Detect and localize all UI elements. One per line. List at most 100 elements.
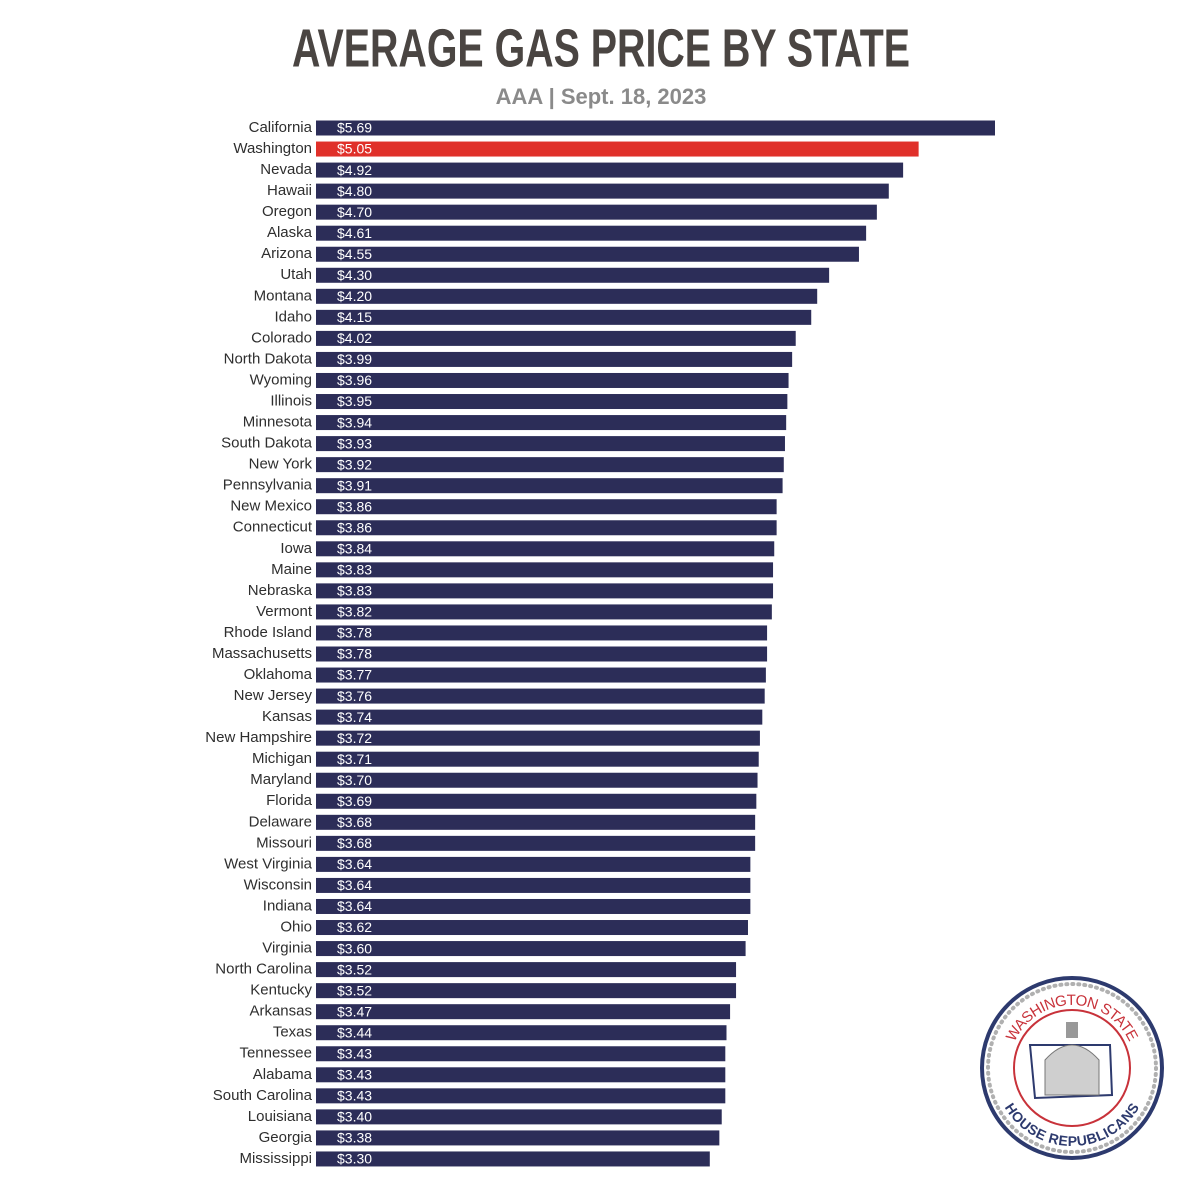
bar <box>316 709 763 725</box>
category-label: Oregon <box>262 203 312 220</box>
bar <box>316 814 756 830</box>
bar <box>316 288 818 304</box>
value-label: $3.78 <box>337 646 372 662</box>
category-label: Tennessee <box>239 1045 312 1062</box>
value-label: $3.52 <box>337 982 372 998</box>
category-label: Pennsylvania <box>223 477 313 494</box>
logo-dome <box>1044 1044 1100 1096</box>
value-label: $3.40 <box>337 1109 372 1125</box>
value-label: $3.38 <box>337 1130 372 1146</box>
value-label: $3.99 <box>337 351 372 367</box>
bar <box>316 225 867 241</box>
value-label: $3.95 <box>337 393 372 409</box>
value-label: $3.77 <box>337 667 372 683</box>
category-label: Alaska <box>267 224 313 241</box>
category-label: Ohio <box>280 918 312 935</box>
category-label: Washington <box>233 140 312 157</box>
bar <box>316 688 765 704</box>
value-label: $3.64 <box>337 856 372 872</box>
value-label: $4.80 <box>337 183 372 199</box>
category-label: Illinois <box>270 392 312 409</box>
category-label: Kansas <box>262 708 312 725</box>
bar <box>316 625 768 641</box>
bar <box>316 835 756 851</box>
value-label: $4.02 <box>337 330 372 346</box>
value-label: $3.74 <box>337 709 372 725</box>
category-label: Maryland <box>250 771 312 788</box>
bar <box>316 667 766 683</box>
value-label: $3.68 <box>337 835 372 851</box>
bar <box>316 730 760 746</box>
category-label: South Carolina <box>213 1087 313 1104</box>
value-label: $5.69 <box>337 120 372 136</box>
value-label: $3.96 <box>337 372 372 388</box>
bar <box>316 1025 727 1041</box>
value-label: $3.62 <box>337 919 372 935</box>
category-label: Michigan <box>252 750 312 767</box>
value-label: $3.47 <box>337 1003 372 1019</box>
bar <box>316 856 751 872</box>
category-label: Rhode Island <box>224 624 312 641</box>
chart-title: AVERAGE GAS PRICE BY STATE <box>292 18 910 78</box>
value-label: $3.82 <box>337 604 372 620</box>
value-label: $3.43 <box>337 1067 372 1083</box>
category-label: Delaware <box>249 813 312 830</box>
bar <box>316 604 772 620</box>
value-label: $4.70 <box>337 204 372 220</box>
bar <box>316 120 995 136</box>
value-label: $4.15 <box>337 309 372 325</box>
value-label: $5.05 <box>337 141 372 157</box>
category-label: Colorado <box>251 329 312 346</box>
category-label: Oklahoma <box>244 666 313 683</box>
value-label: $4.20 <box>337 288 372 304</box>
bar <box>316 1046 726 1062</box>
bar <box>316 983 737 999</box>
bar <box>316 436 785 452</box>
bar <box>316 1151 710 1167</box>
bar <box>316 877 751 893</box>
bar <box>316 478 783 494</box>
value-label: $3.72 <box>337 730 372 746</box>
bar <box>316 330 796 346</box>
category-label: Louisiana <box>248 1108 313 1125</box>
value-label: $3.76 <box>337 688 372 704</box>
value-label: $3.91 <box>337 477 372 493</box>
category-label: Texas <box>273 1024 312 1041</box>
category-label: South Dakota <box>221 435 313 452</box>
bar <box>316 457 784 473</box>
category-label: Utah <box>280 266 312 283</box>
bar <box>316 1067 726 1083</box>
value-label: $4.61 <box>337 225 372 241</box>
category-label: Virginia <box>262 940 312 957</box>
logo-dots <box>986 982 1158 1154</box>
bar <box>316 646 768 662</box>
value-label: $3.60 <box>337 940 372 956</box>
category-label: Wisconsin <box>244 876 312 893</box>
category-label: Montana <box>254 287 313 304</box>
category-label: Indiana <box>263 897 313 914</box>
value-label: $3.43 <box>337 1045 372 1061</box>
category-label: Missouri <box>256 834 312 851</box>
bar <box>316 204 877 220</box>
value-label: $3.70 <box>337 772 372 788</box>
value-label: $3.64 <box>337 877 372 893</box>
logo-cupola <box>1066 1022 1078 1038</box>
bar <box>316 499 777 515</box>
category-label: Mississippi <box>239 1150 312 1167</box>
value-label: $4.55 <box>337 246 372 262</box>
category-label: New York <box>249 456 313 473</box>
value-label: $3.83 <box>337 583 372 599</box>
value-label: $3.68 <box>337 814 372 830</box>
value-label: $3.93 <box>337 435 372 451</box>
bar <box>316 920 748 936</box>
category-label: Florida <box>266 792 313 809</box>
category-label: Nebraska <box>248 582 313 599</box>
bar <box>316 772 758 788</box>
category-label: Arkansas <box>249 1003 312 1020</box>
category-label: Hawaii <box>267 182 312 199</box>
bar <box>316 793 757 809</box>
bar <box>316 162 904 178</box>
value-label: $3.64 <box>337 898 372 914</box>
value-label: $3.52 <box>337 961 372 977</box>
